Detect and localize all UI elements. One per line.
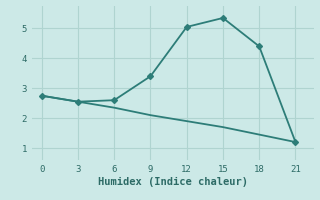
X-axis label: Humidex (Indice chaleur): Humidex (Indice chaleur) xyxy=(98,177,248,187)
